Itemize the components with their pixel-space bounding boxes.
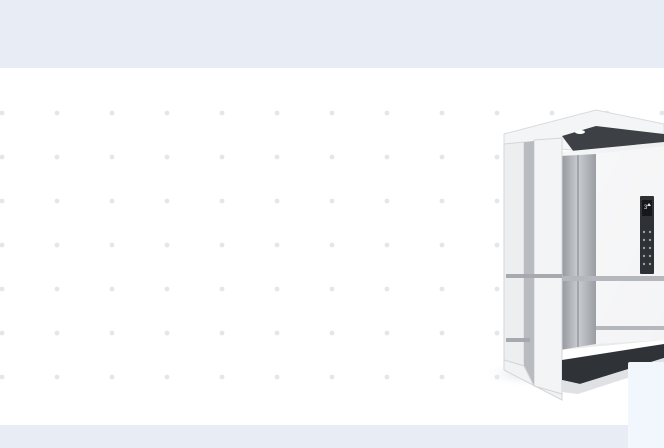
grid-dot: [274, 110, 280, 116]
grid-dot: [219, 198, 225, 204]
grid-dot: [274, 242, 280, 248]
grid-dot: [219, 374, 225, 380]
corner-card: [628, 362, 664, 448]
grid-dot: [54, 154, 60, 160]
grid-dot: [109, 242, 115, 248]
grid-dot: [54, 374, 60, 380]
grid-dot: [164, 198, 170, 204]
grid-dot: [439, 286, 445, 292]
grid-dot: [329, 286, 335, 292]
grid-dot: [329, 154, 335, 160]
grid-dot: [54, 286, 60, 292]
grid-dot: [494, 330, 500, 336]
grid-dot: [274, 154, 280, 160]
grid-dot: [274, 374, 280, 380]
grid-dot: [54, 198, 60, 204]
grid-dot: [439, 242, 445, 248]
grid-dot: [54, 242, 60, 248]
grid-dot: [384, 198, 390, 204]
grid-dot: [164, 374, 170, 380]
grid-dot: [329, 198, 335, 204]
grid-dot: [274, 286, 280, 292]
grid-dot: [329, 330, 335, 336]
grid-dot: [0, 286, 5, 292]
grid-dot: [0, 154, 5, 160]
grid-dot: [219, 154, 225, 160]
grid-dot: [109, 154, 115, 160]
grid-dot: [54, 110, 60, 116]
grid-dot: [0, 330, 5, 336]
grid-dot: [384, 242, 390, 248]
grid-dot: [164, 110, 170, 116]
grid-dot: [439, 198, 445, 204]
grid-dot: [164, 242, 170, 248]
grid-dot: [439, 374, 445, 380]
grid-dot: [384, 330, 390, 336]
grid-dot: [164, 286, 170, 292]
grid-dot: [494, 286, 500, 292]
grid-dot: [494, 110, 500, 116]
floor-indicator: 3: [644, 205, 648, 211]
grid-dot: [274, 198, 280, 204]
grid-dot: [494, 242, 500, 248]
grid-dot: [439, 330, 445, 336]
grid-dot: [659, 110, 664, 116]
grid-dot: [0, 374, 5, 380]
grid-dot: [549, 110, 555, 116]
grid-dot: [439, 110, 445, 116]
grid-dot: [0, 242, 5, 248]
grid-dot: [384, 110, 390, 116]
grid-dot: [439, 154, 445, 160]
grid-dot: [109, 374, 115, 380]
grid-dot: [329, 110, 335, 116]
grid-dot: [329, 242, 335, 248]
grid-dot: [384, 286, 390, 292]
grid-dot: [109, 110, 115, 116]
grid-dot: [109, 330, 115, 336]
grid-dot: [494, 154, 500, 160]
grid-dot: [0, 198, 5, 204]
elevator-cabin-icon: 3: [488, 109, 664, 401]
grid-dot: [494, 198, 500, 204]
grid-dot: [329, 374, 335, 380]
grid-dot: [219, 286, 225, 292]
grid-dot: [0, 110, 5, 116]
grid-dot: [219, 330, 225, 336]
grid-dot: [109, 198, 115, 204]
grid-dot: [54, 330, 60, 336]
bottom-band: [0, 425, 664, 448]
grid-dot: [109, 286, 115, 292]
top-band: [0, 0, 664, 68]
grid-dot: [384, 374, 390, 380]
grid-dot: [384, 154, 390, 160]
grid-dot: [274, 330, 280, 336]
grid-dot: [219, 110, 225, 116]
grid-dot: [164, 330, 170, 336]
grid-dot: [219, 242, 225, 248]
grid-dot: [164, 154, 170, 160]
